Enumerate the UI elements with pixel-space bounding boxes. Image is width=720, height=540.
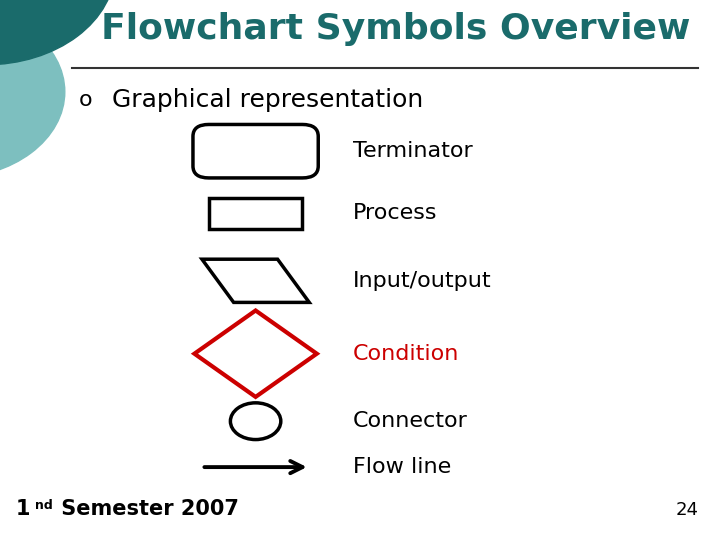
Text: Graphical representation: Graphical representation (112, 88, 423, 112)
Text: Terminator: Terminator (353, 141, 472, 161)
Text: nd: nd (35, 499, 53, 512)
Text: Condition: Condition (353, 343, 459, 364)
Text: 24: 24 (675, 502, 698, 519)
Text: 1: 1 (16, 500, 30, 519)
FancyBboxPatch shape (193, 125, 318, 178)
Text: Input/output: Input/output (353, 271, 492, 291)
Text: Semester 2007: Semester 2007 (54, 500, 239, 519)
Circle shape (0, 0, 115, 65)
Text: Flowchart Symbols Overview: Flowchart Symbols Overview (101, 12, 690, 46)
Polygon shape (194, 310, 317, 397)
Text: Connector: Connector (353, 411, 468, 431)
Text: Flow line: Flow line (353, 457, 451, 477)
Circle shape (0, 5, 65, 178)
Text: Process: Process (353, 203, 437, 224)
Ellipse shape (230, 403, 281, 440)
Bar (209, 198, 302, 229)
Text: o: o (79, 90, 93, 110)
Polygon shape (202, 259, 310, 302)
